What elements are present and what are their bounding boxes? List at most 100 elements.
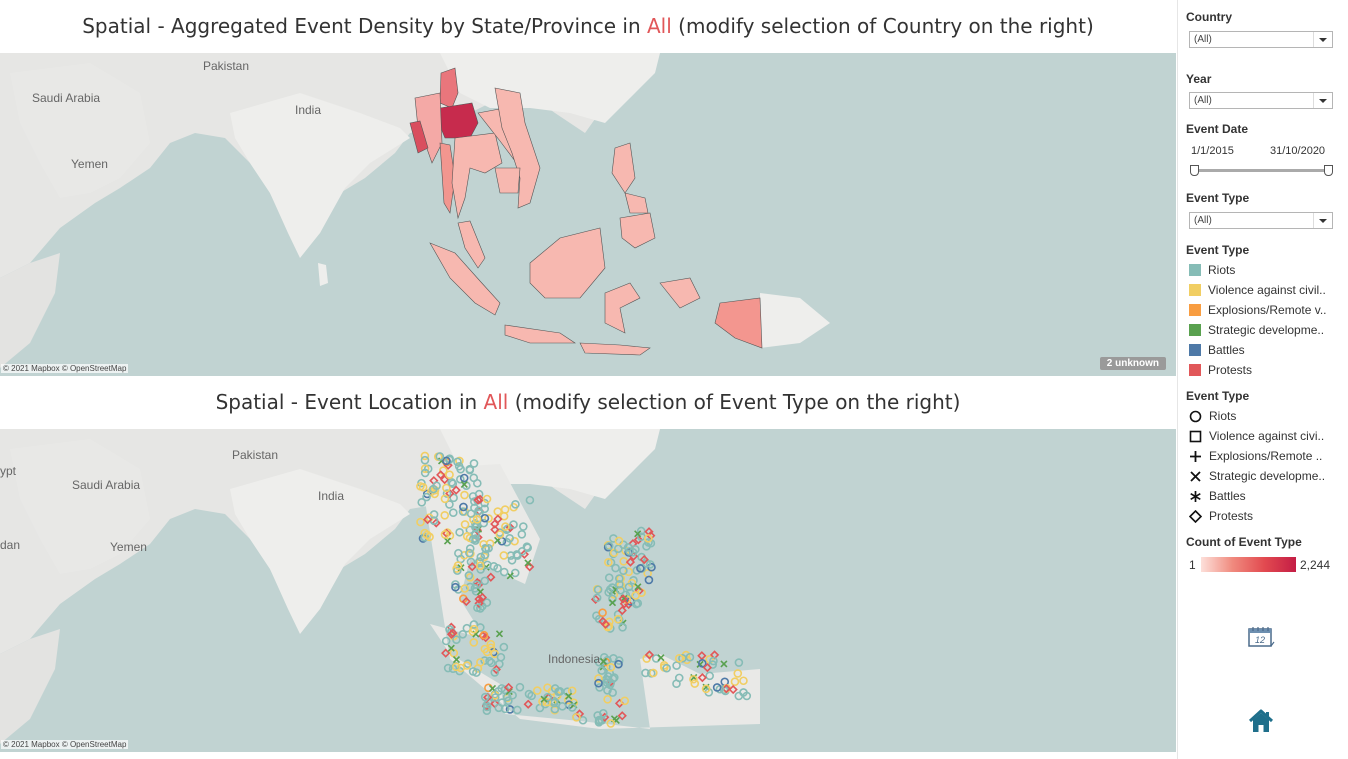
event-point[interactable] <box>701 684 711 694</box>
event-point[interactable] <box>615 579 624 589</box>
event-point-protest[interactable] <box>523 699 533 709</box>
event-point[interactable] <box>674 654 684 663</box>
event-point[interactable] <box>417 498 427 507</box>
color-legend-item-protests[interactable]: Protests <box>1189 362 1252 378</box>
event-point[interactable] <box>453 566 462 575</box>
event-point[interactable] <box>592 593 602 603</box>
event-point[interactable] <box>624 567 634 577</box>
event-point[interactable] <box>465 544 475 553</box>
event-point[interactable] <box>499 551 509 560</box>
event-point-protest[interactable] <box>490 525 500 535</box>
event-point-protest[interactable] <box>728 684 738 695</box>
event-point[interactable] <box>599 708 608 718</box>
event-point[interactable] <box>739 676 748 686</box>
event-date-end-handle[interactable] <box>1324 165 1333 176</box>
event-point[interactable] <box>595 683 604 692</box>
event-point-strategic[interactable] <box>720 660 728 668</box>
event-point[interactable] <box>482 494 492 504</box>
event-point[interactable] <box>449 493 458 503</box>
event-point[interactable] <box>525 495 535 505</box>
event-point[interactable] <box>420 455 430 465</box>
event-point[interactable] <box>465 572 475 582</box>
event-point[interactable] <box>620 696 630 706</box>
event-point-protest[interactable] <box>697 651 707 661</box>
event-point[interactable] <box>603 542 613 552</box>
event-point[interactable] <box>480 692 490 702</box>
event-point-protest[interactable] <box>467 562 477 572</box>
event-point[interactable] <box>464 571 474 580</box>
event-point[interactable] <box>636 526 646 536</box>
event-point[interactable] <box>631 591 640 600</box>
event-point[interactable] <box>480 644 490 654</box>
event-point[interactable] <box>458 507 468 516</box>
event-point[interactable] <box>420 464 430 473</box>
event-point[interactable] <box>558 702 567 711</box>
event-point[interactable] <box>625 547 634 556</box>
event-point[interactable] <box>604 621 614 631</box>
event-point[interactable] <box>508 690 517 700</box>
event-point[interactable] <box>490 649 500 659</box>
shape-legend-item-battles[interactable]: Battles <box>1189 488 1246 504</box>
event-point[interactable] <box>470 583 480 593</box>
unknown-badge[interactable]: 2 unknown <box>1099 357 1166 370</box>
event-point[interactable] <box>614 659 623 669</box>
event-point[interactable] <box>475 557 484 566</box>
event-point[interactable] <box>496 652 506 662</box>
color-legend-item-explosions[interactable]: Explosions/Remote v.. <box>1189 302 1327 318</box>
event-point[interactable] <box>739 688 748 697</box>
event-point-protest[interactable] <box>721 684 731 694</box>
event-point[interactable] <box>445 500 454 509</box>
event-point[interactable] <box>474 506 483 516</box>
home-icon[interactable] <box>1248 708 1274 738</box>
event-point[interactable] <box>513 705 522 715</box>
event-date-start-handle[interactable] <box>1190 165 1199 176</box>
shape-legend-item-strategic[interactable]: Strategic developme.. <box>1189 468 1325 484</box>
event-point-protest[interactable] <box>475 494 485 504</box>
event-point-strategic[interactable] <box>524 559 532 567</box>
event-point[interactable] <box>475 561 485 571</box>
event-point-strategic[interactable] <box>634 583 642 591</box>
event-point[interactable] <box>441 636 451 646</box>
event-point[interactable] <box>542 697 552 707</box>
event-point[interactable] <box>608 674 618 684</box>
event-point-protest[interactable] <box>483 692 493 702</box>
event-point-protest[interactable] <box>625 557 636 567</box>
event-point[interactable] <box>598 608 607 618</box>
event-point-strategic[interactable] <box>540 695 548 703</box>
event-point[interactable] <box>469 638 479 647</box>
event-point[interactable] <box>624 582 634 592</box>
event-point-strategic[interactable] <box>506 572 514 580</box>
event-point-protest[interactable] <box>445 488 455 499</box>
event-point[interactable] <box>606 719 616 728</box>
event-point[interactable] <box>618 623 627 632</box>
event-point[interactable] <box>606 663 616 672</box>
event-point[interactable] <box>451 662 461 672</box>
density-map[interactable]: Pakistan India Saudi Arabia Yemen © 2021… <box>0 53 1176 376</box>
event-point[interactable] <box>518 522 528 531</box>
event-point[interactable] <box>567 703 577 712</box>
event-point[interactable] <box>459 473 469 483</box>
event-date-start[interactable]: 1/1/2015 <box>1191 145 1234 157</box>
event-point-strategic[interactable] <box>634 530 642 538</box>
event-point-protest[interactable] <box>618 594 628 604</box>
event-point[interactable] <box>543 692 552 702</box>
event-point[interactable] <box>632 599 641 609</box>
event-point[interactable] <box>453 561 463 570</box>
event-point[interactable] <box>420 468 430 478</box>
map-credit[interactable]: © 2021 Mapbox © OpenStreetMap <box>1 364 129 373</box>
event-point[interactable] <box>453 457 462 467</box>
event-point[interactable] <box>447 478 456 487</box>
event-point[interactable] <box>733 669 743 678</box>
event-point-protest[interactable] <box>639 554 649 565</box>
event-point-strategic[interactable] <box>447 644 455 652</box>
event-point[interactable] <box>480 576 490 586</box>
event-point[interactable] <box>510 568 520 578</box>
event-point[interactable] <box>486 639 496 649</box>
event-point[interactable] <box>456 474 465 484</box>
event-point[interactable] <box>445 470 454 479</box>
event-point[interactable] <box>490 668 500 677</box>
event-point[interactable] <box>435 452 445 461</box>
event-point-protest[interactable] <box>702 662 713 673</box>
event-point[interactable] <box>517 529 527 539</box>
event-point[interactable] <box>511 500 520 509</box>
